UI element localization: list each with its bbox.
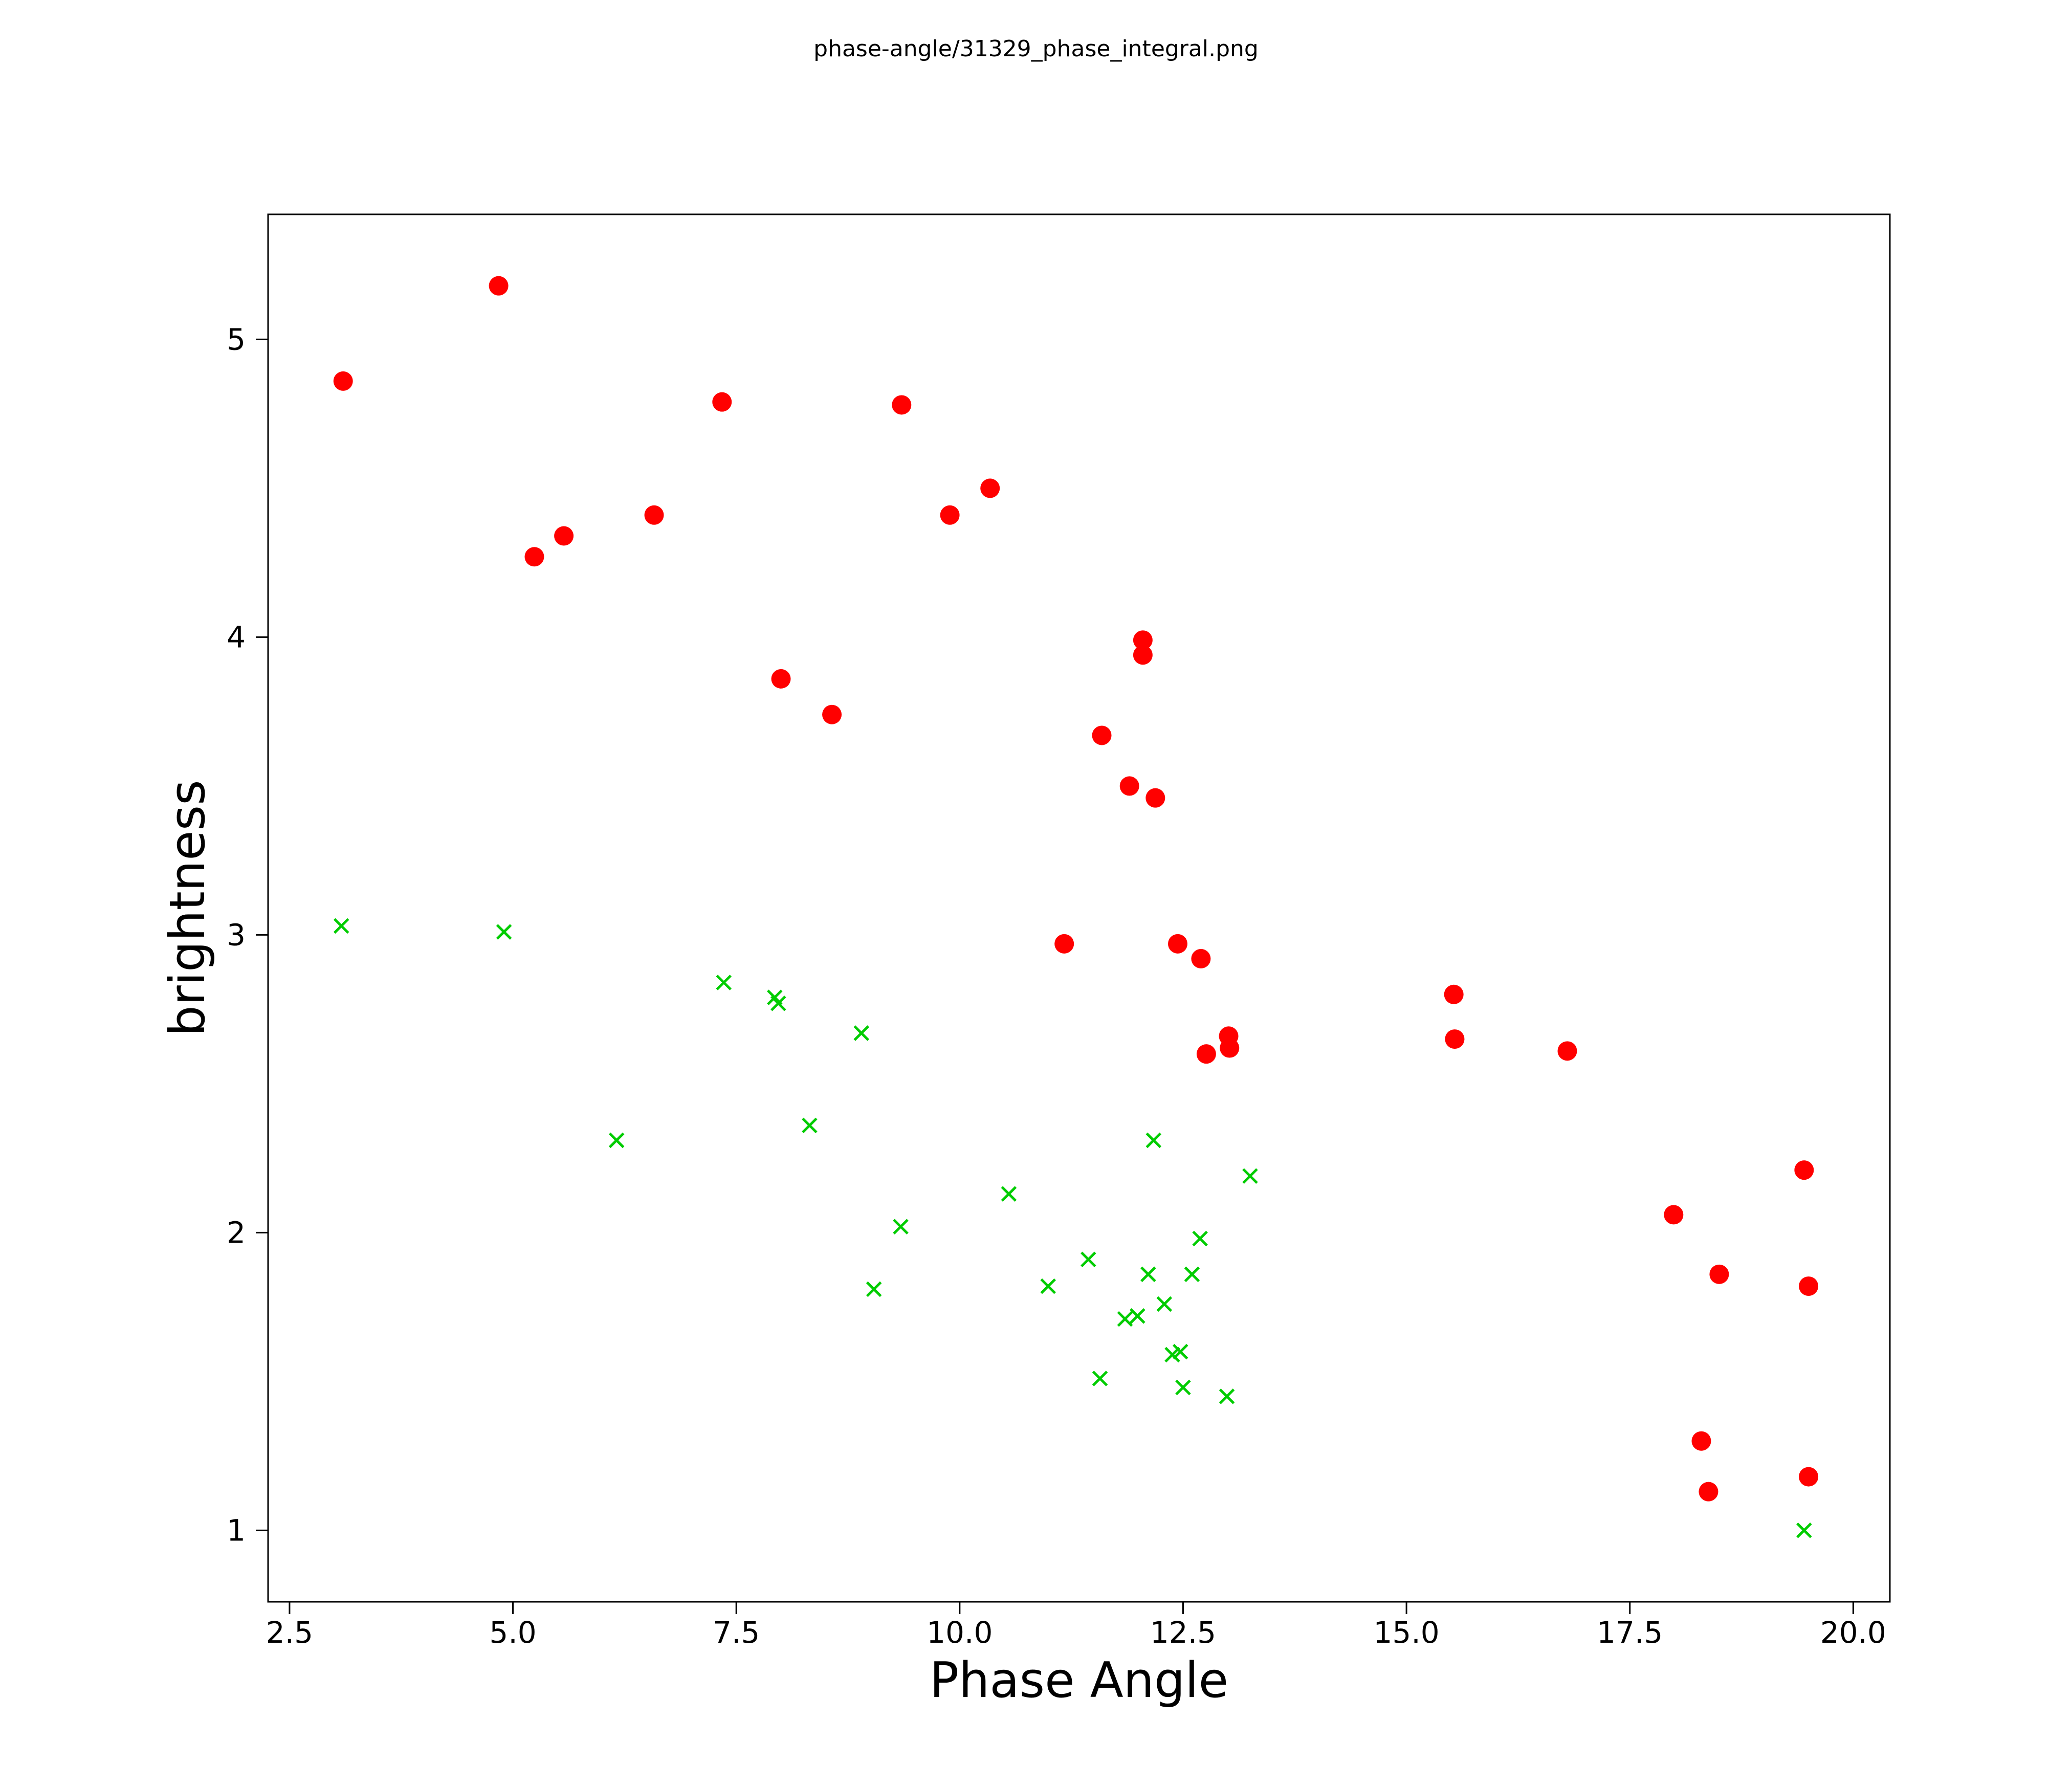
data-point-red-circles <box>1220 1038 1240 1058</box>
data-point-green-crosses <box>496 924 512 940</box>
data-point-green-crosses <box>1175 1379 1191 1396</box>
y-tick-label: 2 <box>227 1215 246 1250</box>
x-tick-label: 2.5 <box>266 1615 313 1650</box>
data-point-red-circles <box>1699 1482 1718 1502</box>
y-axis-label: brightness <box>160 780 216 1036</box>
data-point-green-crosses <box>1145 1132 1162 1149</box>
data-point-red-circles <box>1167 934 1187 954</box>
y-tick-label: 3 <box>227 917 246 952</box>
data-point-red-circles <box>644 505 664 525</box>
data-point-green-crosses <box>1184 1266 1200 1283</box>
data-point-green-crosses <box>1117 1311 1133 1327</box>
x-tick-label: 17.5 <box>1597 1615 1663 1650</box>
data-point-red-circles <box>1054 934 1074 954</box>
data-point-red-circles <box>1145 788 1165 808</box>
x-tick-label: 7.5 <box>713 1615 760 1650</box>
data-point-red-circles <box>1664 1205 1684 1225</box>
x-tick-label: 12.5 <box>1150 1615 1216 1650</box>
data-point-red-circles <box>1196 1044 1216 1064</box>
data-point-green-crosses <box>1192 1230 1208 1247</box>
data-point-red-circles <box>940 505 960 525</box>
data-point-red-circles <box>892 395 912 415</box>
data-point-red-circles <box>980 478 1000 498</box>
x-tick-label: 10.0 <box>927 1615 993 1650</box>
x-axis-label: Phase Angle <box>929 1652 1229 1709</box>
data-point-green-crosses <box>1796 1523 1812 1538</box>
data-point-red-circles <box>1799 1467 1819 1487</box>
data-point-red-circles <box>333 371 353 391</box>
x-tick-label: 5.0 <box>489 1615 536 1650</box>
data-point-green-crosses <box>1092 1371 1108 1386</box>
data-point-green-crosses <box>1130 1308 1145 1324</box>
data-point-red-circles <box>1119 776 1139 796</box>
data-point-green-crosses <box>866 1281 882 1297</box>
y-tick-label: 4 <box>227 620 246 654</box>
data-point-red-circles <box>1444 984 1464 1004</box>
data-point-red-circles <box>771 669 791 689</box>
data-point-red-circles <box>1133 630 1153 650</box>
data-point-green-crosses <box>716 975 732 990</box>
data-point-green-crosses <box>1040 1278 1056 1294</box>
data-point-green-crosses <box>1001 1186 1017 1202</box>
data-point-green-crosses <box>1219 1388 1235 1404</box>
data-point-green-crosses <box>608 1132 625 1149</box>
data-point-red-circles <box>1557 1041 1577 1061</box>
data-point-green-crosses <box>853 1025 869 1041</box>
data-point-green-crosses <box>893 1219 909 1234</box>
chart-title: phase-angle/31329_phase_integral.png <box>813 36 1259 62</box>
data-point-red-circles <box>1133 645 1153 665</box>
data-point-red-circles <box>1709 1264 1729 1284</box>
data-point-green-crosses <box>1081 1251 1096 1267</box>
data-point-green-crosses <box>802 1117 818 1134</box>
plot-frame <box>267 213 1891 1603</box>
data-point-red-circles <box>712 392 732 412</box>
y-tick-label: 1 <box>227 1513 246 1548</box>
data-point-red-circles <box>1092 725 1112 745</box>
data-point-green-crosses <box>1242 1168 1258 1184</box>
data-point-green-crosses <box>333 918 349 934</box>
data-point-green-crosses <box>770 995 786 1011</box>
data-point-red-circles <box>1794 1160 1814 1180</box>
data-point-green-crosses <box>1156 1296 1173 1312</box>
data-point-red-circles <box>554 526 574 546</box>
data-point-red-circles <box>1799 1276 1819 1296</box>
x-tick-label: 15.0 <box>1374 1615 1440 1650</box>
data-point-red-circles <box>822 704 842 724</box>
data-point-red-circles <box>524 547 544 567</box>
x-tick-label: 20.0 <box>1820 1615 1886 1650</box>
data-point-red-circles <box>1445 1029 1465 1049</box>
y-tick-label: 5 <box>227 322 246 357</box>
data-point-green-crosses <box>1172 1343 1188 1360</box>
data-point-red-circles <box>1191 948 1211 968</box>
data-point-red-circles <box>1691 1431 1711 1451</box>
data-point-green-crosses <box>1140 1266 1156 1283</box>
data-point-red-circles <box>489 276 509 296</box>
